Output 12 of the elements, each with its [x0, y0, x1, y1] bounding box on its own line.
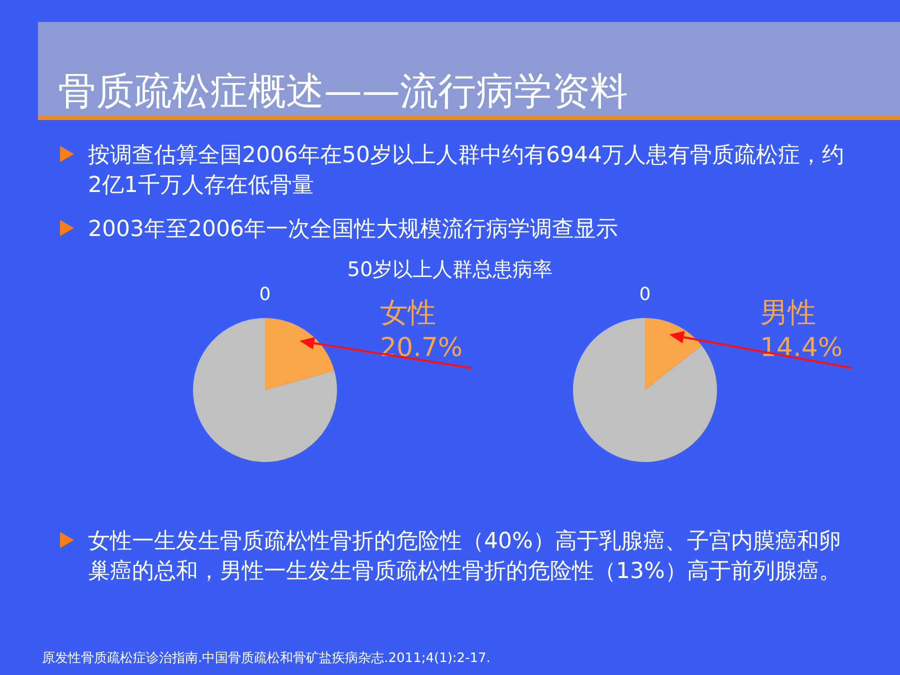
- text: 0: [259, 284, 271, 305]
- slice-label: 女性: [380, 296, 436, 329]
- data-label: 20.7%: [380, 333, 463, 363]
- slice-label: 男性: [760, 296, 816, 329]
- text: 女性一生发生骨质疏松性骨折的危险性（40%）高于乳腺癌、子宫内膜癌和卵巢癌的总和，男性一生发生骨质疏松性骨折的危险性（13%）高于前列腺癌。: [88, 529, 841, 584]
- chart-title: 50岁以上人群总患病率: [347, 257, 553, 281]
- text: 原发性骨质疏松症诊治指南.中国骨质疏松和骨矿盐疾病杂志.2011;4(1):2-17.: [42, 651, 490, 666]
- text: 2003年至2006年一次全国性大规模流行病学调查显示: [88, 217, 618, 242]
- text: 0: [639, 284, 651, 305]
- text: 按调查估算全国2006年在50岁以上人群中约有6944万人患有骨质疏松症，约2亿1千万人存在低骨量: [88, 143, 844, 198]
- text: 骨质疏松症概述——流行病学资料: [58, 69, 628, 113]
- data-label: 14.4%: [760, 333, 843, 363]
